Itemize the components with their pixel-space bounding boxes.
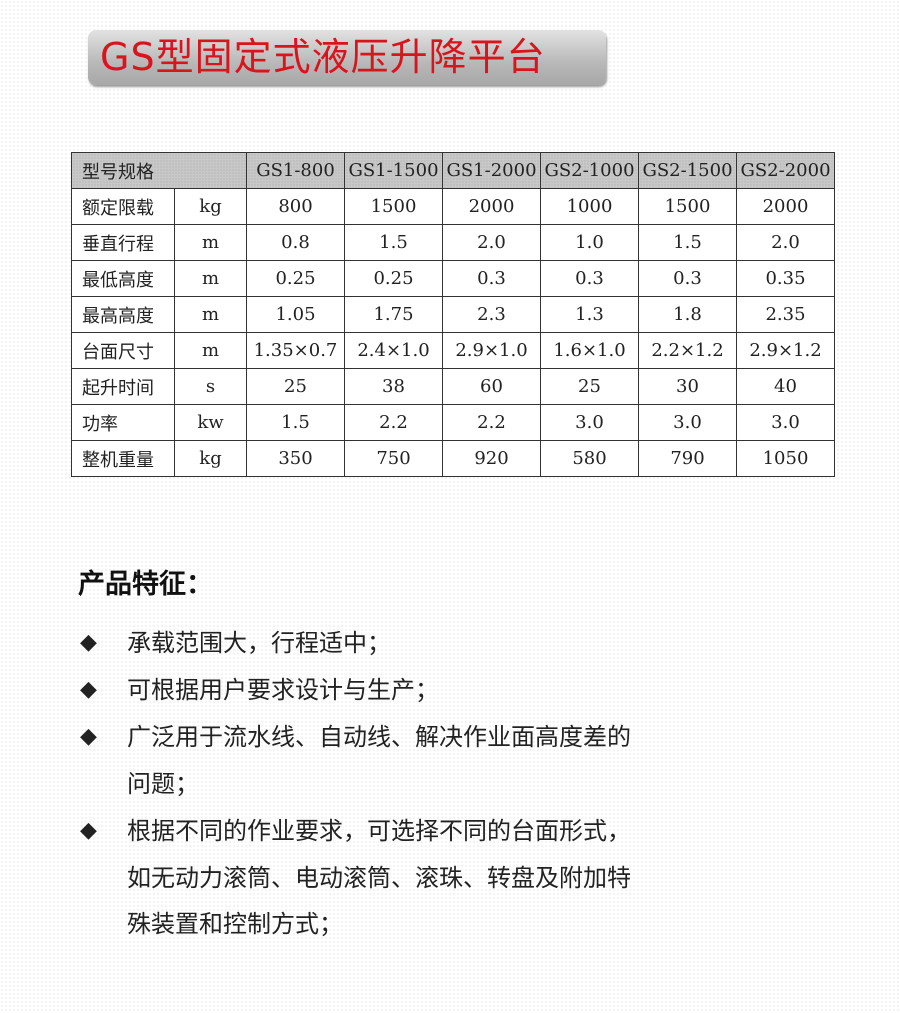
table-row: 最高高度 m 1.05 1.75 2.3 1.3 1.8 2.35 <box>71 296 835 333</box>
table-cell: 38 <box>344 368 443 405</box>
row-unit: m <box>174 260 247 297</box>
table-cell: 2.2×1.2 <box>638 332 737 369</box>
model-header: GS1-2000 <box>442 152 541 189</box>
model-header: GS2-1500 <box>638 152 737 189</box>
diamond-bullet-icon: ◆ <box>80 630 97 655</box>
table-cell: 1000 <box>540 188 639 225</box>
table-cell: 30 <box>638 368 737 405</box>
row-label: 功率 <box>71 404 175 441</box>
table-row: 额定限载 kg 800 1500 2000 1000 1500 2000 <box>71 188 835 225</box>
feature-text: 根据不同的作业要求，可选择不同的台面形式，如无动力滚筒、电动滚筒、滚珠、转盘及附… <box>127 817 631 938</box>
model-header: GS2-1000 <box>540 152 639 189</box>
table-cell: 60 <box>442 368 541 405</box>
feature-item: ◆ 可根据用户要求设计与生产； <box>80 667 650 714</box>
diamond-bullet-icon: ◆ <box>80 818 97 843</box>
table-cell: 25 <box>246 368 345 405</box>
row-unit: m <box>174 332 247 369</box>
row-unit: kg <box>174 188 247 225</box>
model-header: GS2-2000 <box>736 152 835 189</box>
row-label: 最低高度 <box>71 260 175 297</box>
table-cell: 2.0 <box>442 224 541 261</box>
table-row: 最低高度 m 0.25 0.25 0.3 0.3 0.3 0.35 <box>71 260 835 297</box>
table-cell: 2000 <box>442 188 541 225</box>
feature-item: ◆ 根据不同的作业要求，可选择不同的台面形式，如无动力滚筒、电动滚筒、滚珠、转盘及… <box>80 808 650 948</box>
row-unit: m <box>174 296 247 333</box>
row-unit: kw <box>174 404 247 441</box>
row-unit: s <box>174 368 247 405</box>
diamond-bullet-icon: ◆ <box>80 677 97 702</box>
features-title: 产品特征： <box>78 569 213 600</box>
table-cell: 0.8 <box>246 224 345 261</box>
table-cell: 1500 <box>344 188 443 225</box>
table-row: 功率 kw 1.5 2.2 2.2 3.0 3.0 3.0 <box>71 404 835 441</box>
table-cell: 0.35 <box>736 260 835 297</box>
spec-table: 型号规格 GS1-800 GS1-1500 GS1-2000 GS2-1000 GS2-1… <box>71 152 835 477</box>
table-cell: 800 <box>246 188 345 225</box>
feature-text: 承载范围大，行程适中； <box>127 629 391 657</box>
row-label: 额定限载 <box>71 188 175 225</box>
table-cell: 1.0 <box>540 224 639 261</box>
row-unit: kg <box>174 440 247 477</box>
table-cell: 920 <box>442 440 541 477</box>
table-cell: 2.2 <box>442 404 541 441</box>
table-cell: 0.3 <box>442 260 541 297</box>
table-cell: 1.5 <box>246 404 345 441</box>
table-cell: 2.9×1.0 <box>442 332 541 369</box>
table-cell: 350 <box>246 440 345 477</box>
table-cell: 1.05 <box>246 296 345 333</box>
row-label: 起升时间 <box>71 368 175 405</box>
feature-item: ◆ 承载范围大，行程适中； <box>80 620 650 667</box>
feature-text: 广泛用于流水线、自动线、解决作业面高度差的问题； <box>127 723 631 798</box>
table-cell: 2000 <box>736 188 835 225</box>
table-cell: 2.4×1.0 <box>344 332 443 369</box>
table-cell: 0.3 <box>638 260 737 297</box>
table-cell: 2.0 <box>736 224 835 261</box>
table-cell: 1.8 <box>638 296 737 333</box>
table-cell: 2.9×1.2 <box>736 332 835 369</box>
model-header: GS1-800 <box>246 152 345 189</box>
table-cell: 2.2 <box>344 404 443 441</box>
feature-text: 可根据用户要求设计与生产； <box>127 676 439 704</box>
feature-item: ◆ 广泛用于流水线、自动线、解决作业面高度差的问题； <box>80 714 650 807</box>
table-cell: 0.25 <box>246 260 345 297</box>
table-cell: 0.3 <box>540 260 639 297</box>
row-label: 台面尺寸 <box>71 332 175 369</box>
table-cell: 750 <box>344 440 443 477</box>
table-cell: 3.0 <box>736 404 835 441</box>
table-header-row: 型号规格 GS1-800 GS1-1500 GS1-2000 GS2-1000 GS2-1… <box>71 152 835 189</box>
table-cell: 2.3 <box>442 296 541 333</box>
row-label: 整机重量 <box>71 440 175 477</box>
table-cell: 1.35×0.7 <box>246 332 345 369</box>
table-row: 台面尺寸 m 1.35×0.7 2.4×1.0 2.9×1.0 1.6×1.0 2.2×1.… <box>71 332 835 369</box>
row-unit: m <box>174 224 247 261</box>
row-label: 垂直行程 <box>71 224 175 261</box>
table-row: 垂直行程 m 0.8 1.5 2.0 1.0 1.5 2.0 <box>71 224 835 261</box>
table-cell: 2.35 <box>736 296 835 333</box>
header-label: 型号规格 <box>71 152 247 189</box>
table-cell: 1.5 <box>638 224 737 261</box>
table-cell: 1.6×1.0 <box>540 332 639 369</box>
page-title: GS型固定式液压升降平台 <box>88 30 606 85</box>
table-row: 起升时间 s 25 38 60 25 30 40 <box>71 368 835 405</box>
table-cell: 1.5 <box>344 224 443 261</box>
table-cell: 3.0 <box>638 404 737 441</box>
diamond-bullet-icon: ◆ <box>80 724 97 749</box>
table-cell: 1.75 <box>344 296 443 333</box>
table-cell: 790 <box>638 440 737 477</box>
table-cell: 1500 <box>638 188 737 225</box>
model-header: GS1-1500 <box>344 152 443 189</box>
row-label: 最高高度 <box>71 296 175 333</box>
table-cell: 580 <box>540 440 639 477</box>
table-cell: 1050 <box>736 440 835 477</box>
table-cell: 3.0 <box>540 404 639 441</box>
table-cell: 0.25 <box>344 260 443 297</box>
table-cell: 1.3 <box>540 296 639 333</box>
table-row: 整机重量 kg 350 750 920 580 790 1050 <box>71 440 835 477</box>
table-cell: 25 <box>540 368 639 405</box>
table-cell: 40 <box>736 368 835 405</box>
